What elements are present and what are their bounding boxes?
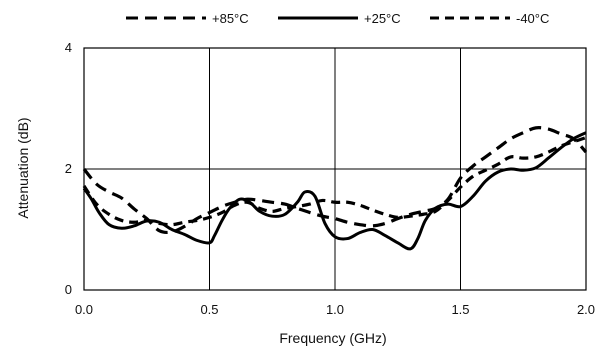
legend: +85°C +25°C -40°C bbox=[126, 11, 549, 26]
legend-label-1: +85°C bbox=[212, 11, 249, 26]
x-tick-label: 0.5 bbox=[200, 302, 218, 317]
y-tick-label: 0 bbox=[65, 282, 72, 297]
x-tick-label: 0.0 bbox=[75, 302, 93, 317]
series-line-1 bbox=[82, 126, 588, 235]
x-tick-label: 1.0 bbox=[326, 302, 344, 317]
series-layer bbox=[82, 126, 588, 251]
legend-label-3: -40°C bbox=[516, 11, 549, 26]
tick-layer: 0.0 0.5 1.0 1.5 2.0 0 2 4 bbox=[65, 40, 595, 317]
x-axis-label: Frequency (GHz) bbox=[279, 330, 386, 346]
y-tick-label: 2 bbox=[65, 161, 72, 176]
y-axis-label: Attenuation (dB) bbox=[15, 117, 31, 218]
y-tick-label: 4 bbox=[65, 40, 72, 55]
x-tick-label: 2.0 bbox=[577, 302, 595, 317]
x-tick-label: 1.5 bbox=[451, 302, 469, 317]
legend-label-2: +25°C bbox=[364, 11, 401, 26]
series-line-3 bbox=[82, 136, 587, 227]
